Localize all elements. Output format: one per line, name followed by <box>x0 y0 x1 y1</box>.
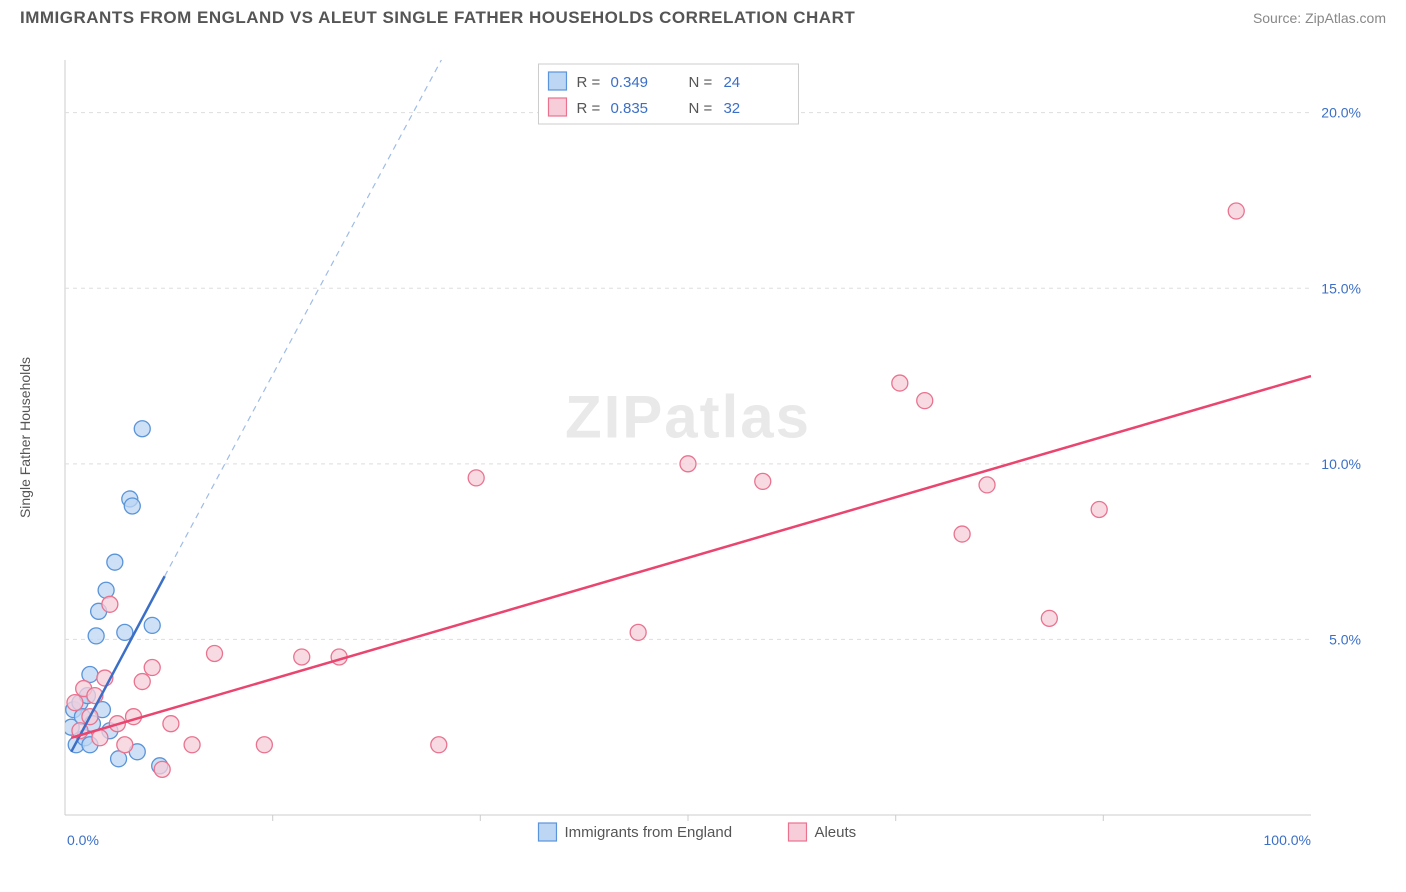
scatter-chart: 5.0% 10.0% 15.0% 20.0% 0.0% 100.0% Single Fath… <box>10 40 1396 880</box>
svg-text:N =: N = <box>688 100 712 117</box>
svg-text:0.349: 0.349 <box>610 74 648 91</box>
svg-text:0.0%: 0.0% <box>67 832 99 848</box>
svg-text:Single Father Households: Single Father Households <box>17 357 33 518</box>
svg-text:ZIPatlas: ZIPatlas <box>565 384 811 451</box>
svg-text:15.0%: 15.0% <box>1321 280 1361 296</box>
svg-text:0.835: 0.835 <box>610 100 648 117</box>
chart-area: 5.0% 10.0% 15.0% 20.0% 0.0% 100.0% Single Fath… <box>10 40 1396 880</box>
svg-text:20.0%: 20.0% <box>1321 105 1361 121</box>
svg-text:5.0%: 5.0% <box>1329 631 1361 647</box>
svg-text:32: 32 <box>723 100 740 117</box>
svg-text:Immigrants from England: Immigrants from England <box>564 824 732 841</box>
svg-text:Aleuts: Aleuts <box>814 824 856 841</box>
svg-text:R =: R = <box>576 74 600 91</box>
source-prefix: Source: <box>1253 10 1305 26</box>
chart-title: IMMIGRANTS FROM ENGLAND VS ALEUT SINGLE … <box>20 8 855 28</box>
svg-text:24: 24 <box>723 74 740 91</box>
svg-text:10.0%: 10.0% <box>1321 456 1361 472</box>
svg-text:100.0%: 100.0% <box>1264 832 1311 848</box>
svg-text:N =: N = <box>688 74 712 91</box>
source-name: ZipAtlas.com <box>1305 10 1386 26</box>
svg-text:R =: R = <box>576 100 600 117</box>
source-label: Source: ZipAtlas.com <box>1253 10 1386 26</box>
